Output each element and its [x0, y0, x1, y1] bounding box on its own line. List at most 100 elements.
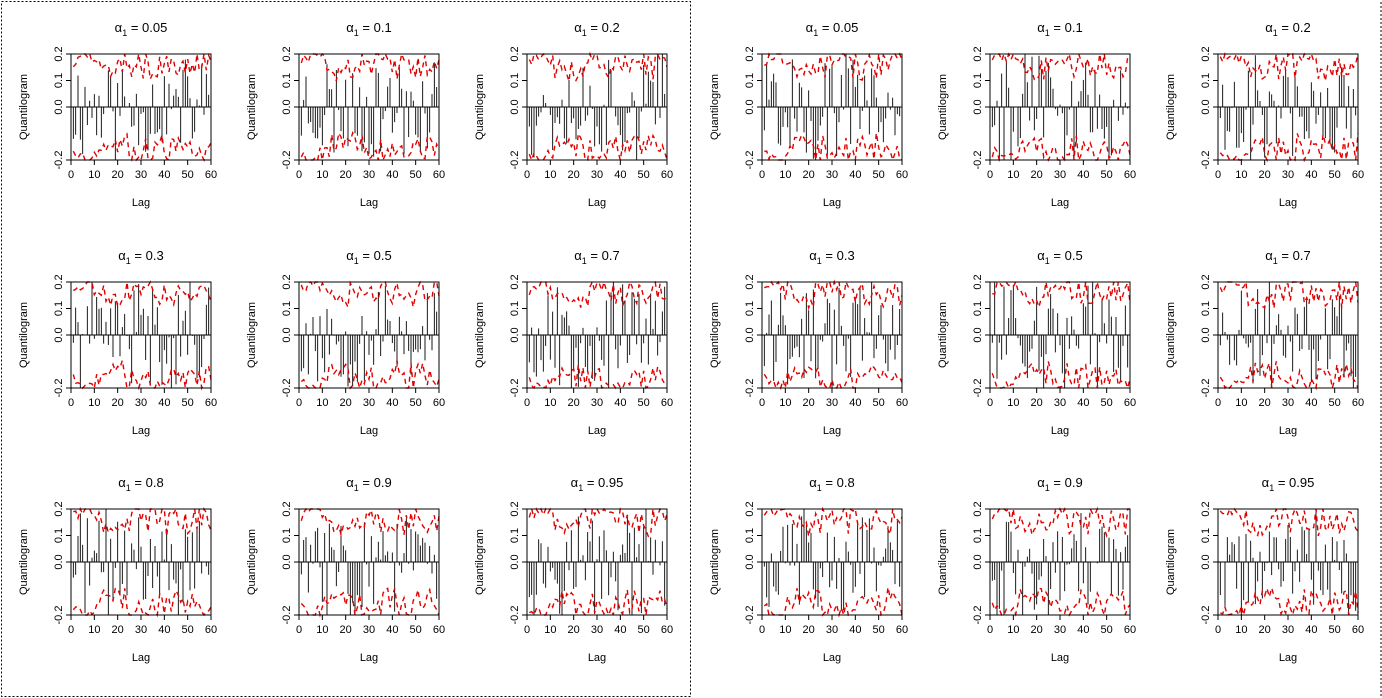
x-axis: 0 10 20 30 40 50 60: [1215, 615, 1364, 636]
y-tick-label: 0.1: [972, 301, 984, 316]
x-axis-label: Lag: [1051, 425, 1069, 437]
x-tick-label: 60: [1352, 397, 1364, 409]
panel-1-5: α1 = 0.5 0 10 20 30 40 50 60 -0.2 0.0 0.1 0.2 Lag Qua…: [246, 248, 445, 437]
panel-2-9: α1 = 0.95 0 10 20 30 40 50 60 -0.2 0.0 0.1 0.2 Lag Qu…: [1165, 475, 1364, 664]
x-tick-label: 10: [316, 624, 328, 636]
x-tick-label: 60: [433, 397, 445, 409]
y-tick-label: 0.0: [509, 327, 521, 342]
x-tick-label: 40: [1077, 624, 1089, 636]
y-tick-label: 0.1: [509, 528, 521, 543]
x-tick-label: 0: [524, 624, 530, 636]
panel-title: α1 = 0.2: [1265, 20, 1310, 38]
lower-band: [1219, 132, 1359, 163]
y-tick-label: -0.2: [281, 151, 293, 170]
x-tick-label: 40: [849, 169, 861, 181]
y-axis: -0.2 0.0 0.1 0.2: [744, 46, 762, 169]
y-tick-label: -0.2: [281, 379, 293, 398]
x-tick-label: 10: [1007, 624, 1019, 636]
lower-band: [72, 587, 212, 618]
x-tick-label: 50: [1329, 624, 1341, 636]
y-tick-label: 0.1: [972, 73, 984, 88]
lower-band: [764, 132, 903, 163]
x-tick-label: 0: [759, 169, 765, 181]
x-tick-label: 50: [873, 624, 885, 636]
x-tick-label: 40: [158, 624, 170, 636]
y-tick-label: -0.2: [509, 379, 521, 398]
y-tick-label: 0.1: [281, 528, 293, 543]
y-tick-label: -0.2: [972, 151, 984, 170]
panel-title: α1 = 0.95: [1262, 475, 1315, 493]
y-tick-label: 0.1: [281, 73, 293, 88]
x-tick-label: 50: [1101, 397, 1113, 409]
upper-band: [300, 51, 440, 82]
y-tick-label: -0.2: [53, 379, 65, 398]
x-axis: 0 10 20 30 40 50 60: [524, 160, 673, 181]
x-tick-label: 30: [591, 624, 603, 636]
lower-band: [300, 130, 440, 163]
x-tick-label: 30: [1282, 397, 1294, 409]
lower-band: [528, 364, 668, 390]
x-tick-label: 20: [340, 397, 352, 409]
y-tick-label: 0.2: [744, 501, 756, 516]
upper-band: [1219, 507, 1359, 537]
x-tick-label: 20: [1031, 169, 1043, 181]
lower-band: [763, 587, 903, 618]
x-tick-label: 50: [410, 624, 422, 636]
lower-band: [763, 364, 903, 391]
panel-2-7: α1 = 0.8 0 10 20 30 40 50 60 -0.2 0.0 0.1 0.2 Lag Qua…: [709, 475, 908, 664]
y-tick-label: -0.2: [744, 379, 756, 398]
x-tick-label: 30: [591, 397, 603, 409]
y-axis-label: Quantilogram: [1165, 74, 1177, 140]
y-axis: -0.2 0.0 0.1 0.2: [1200, 46, 1218, 169]
x-tick-label: 60: [661, 397, 673, 409]
y-tick-label: 0.0: [53, 554, 65, 569]
x-tick-label: 0: [524, 169, 530, 181]
y-tick-label: 0.1: [744, 301, 756, 316]
x-tick-label: 40: [1305, 169, 1317, 181]
x-tick-label: 20: [1259, 624, 1271, 636]
x-tick-label: 0: [296, 397, 302, 409]
x-axis: 0 10 20 30 40 50 60: [68, 388, 217, 409]
x-tick-label: 40: [386, 169, 398, 181]
y-tick-label: -0.2: [1200, 379, 1212, 398]
x-tick-label: 10: [1235, 397, 1247, 409]
y-tick-label: 0.1: [744, 73, 756, 88]
panel-title: α1 = 0.3: [809, 248, 854, 266]
y-axis: -0.2 0.0 0.1 0.2: [509, 46, 527, 169]
x-axis-label: Lag: [132, 652, 150, 664]
y-tick-label: 0.1: [281, 301, 293, 316]
x-tick-label: 20: [340, 624, 352, 636]
panel-1-7: α1 = 0.8 0 10 20 30 40 50 60 -0.2 0.0 0.1 0.2 Lag Qua…: [18, 475, 217, 664]
x-tick-label: 0: [296, 624, 302, 636]
y-tick-label: 0.1: [744, 528, 756, 543]
y-axis-label: Quantilogram: [246, 74, 258, 140]
x-tick-label: 40: [1305, 624, 1317, 636]
x-tick-label: 0: [68, 397, 74, 409]
x-tick-label: 0: [524, 397, 530, 409]
x-tick-label: 30: [1054, 169, 1066, 181]
y-tick-label: 0.1: [509, 73, 521, 88]
y-axis-label: Quantilogram: [937, 302, 949, 368]
x-tick-label: 10: [316, 169, 328, 181]
lower-band: [1220, 585, 1359, 618]
y-tick-label: 0.0: [744, 99, 756, 114]
panel-title: α1 = 0.3: [118, 248, 163, 266]
y-axis: -0.2 0.0 0.1 0.2: [972, 274, 990, 397]
upper-band: [528, 506, 668, 538]
lower-band: [300, 587, 440, 618]
y-axis-label: Quantilogram: [1165, 529, 1177, 595]
x-tick-label: 20: [568, 624, 580, 636]
y-tick-label: 0.2: [1200, 274, 1212, 289]
x-tick-label: 10: [1235, 624, 1247, 636]
x-tick-label: 30: [826, 397, 838, 409]
y-tick-label: -0.2: [53, 151, 65, 170]
x-tick-label: 30: [1054, 397, 1066, 409]
x-axis: 0 10 20 30 40 50 60: [296, 160, 445, 181]
x-tick-label: 20: [803, 624, 815, 636]
y-axis-label: Quantilogram: [474, 74, 486, 140]
panel-2-6: α1 = 0.7 0 10 20 30 40 50 60 -0.2 0.0 0.1 0.2 Lag Qua…: [1165, 248, 1364, 437]
x-axis: 0 10 20 30 40 50 60: [296, 615, 445, 636]
x-tick-label: 60: [1352, 169, 1364, 181]
x-tick-label: 30: [363, 397, 375, 409]
